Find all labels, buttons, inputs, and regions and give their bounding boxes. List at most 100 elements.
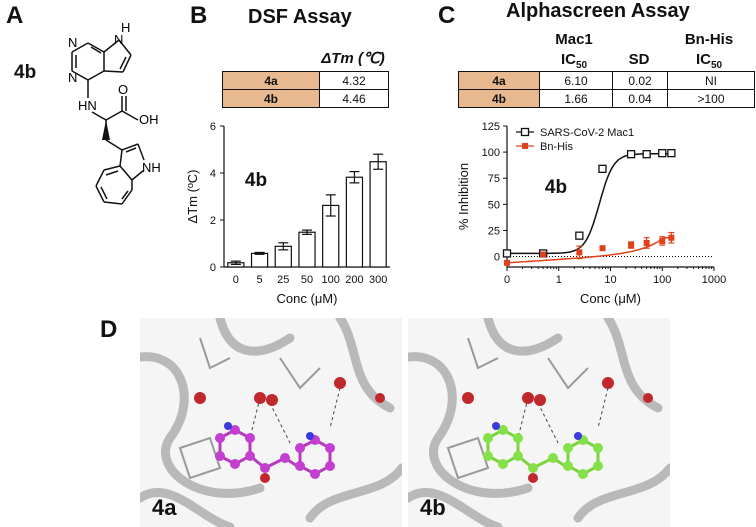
protein-ribbon-render-4a	[140, 318, 402, 527]
bnhis-data-point	[504, 259, 510, 266]
protein-ribbon-render-4b	[408, 318, 670, 527]
bnhis-data-point	[628, 242, 635, 249]
chart-compound-label: 4b	[245, 170, 267, 191]
bnhis-data-point	[643, 239, 650, 246]
sd-cell: 0.04	[612, 89, 668, 108]
header-text: IC	[695, 51, 711, 68]
dsf-assay-title: DSF Assay	[248, 6, 352, 28]
compound-cell: 4a	[222, 71, 320, 90]
structure-label-4a: 4a	[152, 495, 177, 520]
dsf-table: 4a 4.32 4b 4.46	[222, 71, 389, 108]
x-tick-label: 10	[604, 274, 616, 286]
x-tick-label: 25	[277, 274, 289, 286]
atom-label: N	[68, 70, 77, 85]
bnhis-data-point	[668, 234, 675, 241]
header-line: Bn-His	[684, 31, 734, 48]
atom-label: N	[114, 32, 123, 47]
atom-label: H	[121, 20, 130, 35]
table-row: 4a 4.32	[222, 71, 389, 90]
header-subscript: 50	[710, 60, 723, 71]
mac1-data-point	[598, 164, 607, 173]
y-tick-label: 25	[488, 225, 500, 237]
panel-letter-b: B	[190, 2, 208, 29]
x-tick-label: 100	[653, 274, 671, 286]
legend-label-bnhis: Bn-His	[540, 141, 574, 153]
x-tick-label: 0	[504, 274, 510, 286]
atom-label: HN	[78, 98, 97, 113]
table-row: 4b 1.66 0.04 >100	[458, 89, 755, 108]
alphascreen-assay-title: Alphascreen Assay	[506, 0, 690, 22]
dsf-table-header: ΔTm (℃)	[321, 50, 385, 67]
panel-letter-c: C	[438, 2, 456, 29]
y-tick-label: 0	[210, 262, 216, 274]
x-tick-label: 1000	[702, 274, 726, 286]
bnhis-data-point	[599, 245, 606, 252]
x-tick-label: 200	[345, 274, 363, 286]
table-row: 4a 6.10 0.02 NI	[458, 71, 755, 90]
dsf-bar-chart: 0 2 4 6 0 5 25 50 100 200 300 Conc (μM) ΔTm (ºC) 4b	[185, 121, 390, 306]
compound-cell: 4b	[458, 89, 540, 108]
molecule-structure-4b: N N H N HN OH O NH	[68, 20, 161, 205]
y-tick-label: 6	[210, 121, 216, 133]
atom-label: N	[68, 35, 77, 50]
x-tick-label: 300	[369, 274, 387, 286]
mac1-data-point	[667, 149, 676, 158]
legend-marker	[522, 143, 528, 149]
y-axis-label: ΔTm (ºC)	[185, 170, 200, 224]
mac1-data-point	[642, 150, 651, 159]
table-row: 4b 4.46	[222, 89, 389, 108]
value-cell: 4.46	[319, 89, 389, 108]
mac1-data-point	[626, 150, 636, 159]
bnhis-cell: NI	[667, 71, 755, 90]
header-line: Mac1	[555, 31, 593, 48]
y-axis-label: % Inhibition	[456, 163, 471, 230]
y-tick-label: 125	[482, 121, 500, 133]
y-tick-label: 4	[210, 168, 216, 180]
header-text: IC	[560, 51, 576, 68]
legend-label-mac1: SARS-CoV-2 Mac1	[540, 127, 634, 139]
panel-letter-d: D	[100, 316, 118, 343]
compound-label-4b: 4b	[14, 62, 37, 83]
table-header-sd: SD	[628, 51, 650, 68]
mac1-data-point	[502, 249, 512, 258]
chart-compound-label: 4b	[545, 177, 567, 198]
x-axis-label: Conc (μM)	[580, 291, 641, 306]
header-subscript: 50	[575, 60, 588, 71]
header-line: IC50	[666, 50, 752, 76]
bar	[298, 231, 316, 268]
atom-label: O	[118, 82, 128, 97]
panel-letter-a: A	[6, 2, 24, 29]
y-tick-label: 75	[488, 173, 500, 185]
table-header-mac1: Mac1 IC50	[538, 30, 610, 76]
alphascreen-dose-response-chart: 0 25 50 75 100 125 0 1 10 100 1000 SARS-CoV-2 Mac1 B…	[456, 121, 726, 306]
value-cell: 4.32	[319, 71, 389, 90]
structure-label-4b: 4b	[420, 495, 446, 520]
sd-cell: 0.02	[612, 71, 668, 90]
ic50-cell: 6.10	[539, 71, 613, 90]
crystal-structure-4b	[408, 318, 670, 527]
wedge-bond	[102, 120, 110, 140]
table-header-bnhis: Bn-His IC50	[666, 30, 752, 76]
x-tick-label: 100	[322, 274, 340, 286]
x-tick-label: 5	[257, 274, 263, 286]
compound-cell: 4a	[458, 71, 540, 90]
crystal-structure-4a	[140, 318, 402, 527]
atom-label: NH	[142, 160, 161, 175]
mac1-data-point	[575, 231, 584, 240]
ic50-cell: 1.66	[539, 89, 613, 108]
bar	[345, 176, 364, 268]
x-tick-label: 1	[556, 274, 562, 286]
header-line: IC50	[538, 50, 610, 76]
y-tick-label: 2	[210, 215, 216, 227]
mac1-data-point	[658, 149, 667, 158]
bar	[369, 161, 387, 268]
x-tick-label: 0	[233, 274, 239, 286]
bnhis-data-point	[659, 237, 666, 244]
y-tick-label: 50	[488, 199, 500, 211]
x-tick-label: 50	[301, 274, 313, 286]
y-tick-label: 100	[482, 147, 500, 159]
bnhis-cell: >100	[667, 89, 755, 108]
x-axis-label: Conc (μM)	[277, 291, 338, 306]
bnhis-data-point	[576, 249, 583, 256]
alphascreen-table: 4a 6.10 0.02 NI 4b 1.66 0.04 >100	[458, 71, 755, 108]
